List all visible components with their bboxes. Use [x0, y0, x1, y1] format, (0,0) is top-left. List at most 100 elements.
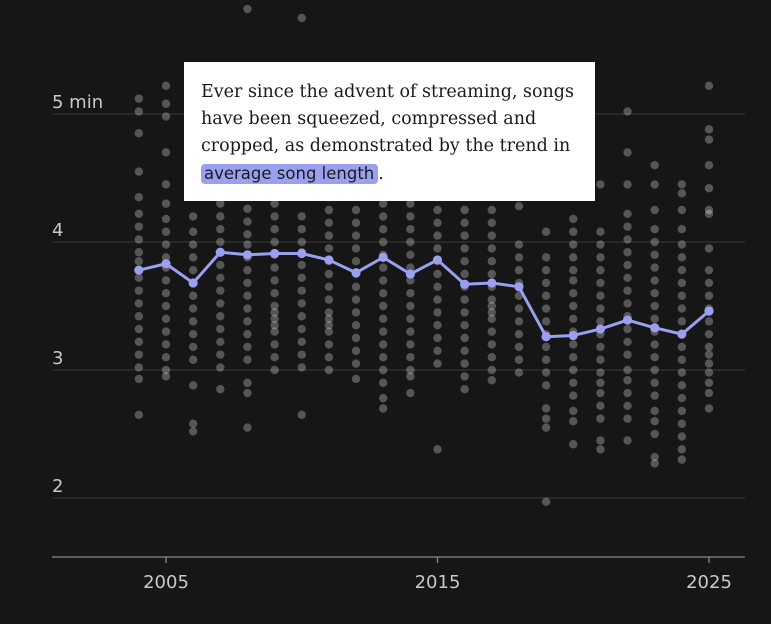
song-dot [460, 321, 469, 330]
song-dot [270, 276, 279, 285]
song-dot [297, 13, 306, 23]
song-dot [650, 429, 659, 439]
song-dot [623, 436, 632, 445]
song-dot [487, 376, 496, 385]
song-dot [188, 419, 198, 428]
song-dot [677, 419, 687, 428]
average-point [487, 278, 497, 288]
song-dot [270, 263, 279, 272]
song-dot [650, 340, 659, 349]
song-dot [569, 353, 578, 362]
song-dot [569, 289, 578, 298]
song-dot [677, 381, 687, 390]
song-dot [433, 269, 442, 279]
song-dot [351, 257, 361, 266]
average-point [677, 329, 687, 339]
song-dot [514, 355, 524, 364]
song-dot [297, 410, 306, 419]
average-point [378, 252, 388, 262]
song-dot [704, 125, 714, 134]
song-dot [433, 346, 442, 355]
song-dot [704, 244, 714, 253]
song-dot [379, 199, 388, 208]
song-dot [541, 404, 551, 413]
song-dot [406, 340, 415, 349]
song-dot [596, 445, 605, 454]
song-dot [188, 381, 198, 390]
song-dot [569, 378, 578, 387]
song-dot [433, 282, 442, 291]
song-dot [487, 244, 496, 253]
song-dot [650, 406, 659, 416]
song-dot [379, 393, 388, 403]
song-dot [297, 312, 306, 321]
song-dot [216, 312, 225, 321]
song-dot [324, 218, 334, 227]
song-dot [487, 340, 496, 349]
song-dot [351, 359, 361, 368]
song-dot [297, 260, 306, 270]
song-dot [216, 273, 225, 283]
song-dot [704, 205, 714, 215]
song-dot [569, 365, 578, 375]
song-dot [650, 225, 659, 234]
song-dot [134, 257, 144, 266]
song-dot [243, 388, 252, 398]
average-point [650, 323, 660, 333]
song-dot [134, 374, 144, 384]
song-dot [704, 378, 714, 387]
song-dot [161, 99, 171, 108]
song-dot [134, 337, 144, 347]
song-dot [677, 225, 687, 234]
song-dot [487, 365, 496, 375]
song-dot [650, 459, 659, 468]
average-point [541, 332, 551, 342]
average-point [215, 247, 225, 257]
song-dot [406, 263, 415, 272]
song-dot [650, 263, 659, 272]
song-dot [596, 240, 605, 249]
song-dot [161, 327, 171, 336]
song-dot [134, 410, 144, 419]
song-dot [406, 225, 415, 234]
song-dot [623, 337, 632, 347]
song-dot [379, 365, 388, 375]
song-dot [650, 237, 659, 247]
song-dot [188, 427, 198, 436]
song-dot [487, 314, 496, 323]
song-dot [379, 289, 388, 298]
song-dot [134, 324, 144, 334]
song-dot [650, 378, 659, 387]
song-dot [460, 346, 469, 355]
song-dot [406, 353, 415, 362]
y-tick-label: 2 [52, 476, 63, 497]
song-dot [324, 314, 334, 323]
song-dot [487, 205, 496, 215]
song-dot [569, 391, 578, 400]
song-dot [216, 199, 225, 208]
song-dot [677, 355, 687, 364]
song-dot [623, 273, 632, 283]
song-dot [351, 282, 361, 291]
song-dot [188, 253, 198, 262]
song-dot [188, 355, 198, 364]
song-dot [406, 301, 415, 311]
song-dot [134, 299, 144, 308]
song-dot [650, 180, 659, 189]
average-point [297, 248, 307, 259]
average-point [704, 306, 714, 316]
song-dot [188, 265, 198, 275]
song-dot [161, 214, 171, 224]
song-dot [541, 497, 551, 507]
song-dot [704, 388, 714, 398]
song-dot [704, 184, 714, 193]
song-dot [704, 209, 714, 219]
song-dot [406, 276, 415, 285]
song-dot [650, 205, 659, 215]
song-dot [677, 253, 687, 262]
song-dot [623, 350, 632, 359]
average-point [514, 282, 524, 292]
song-dot [188, 212, 198, 221]
song-dot [297, 286, 306, 295]
